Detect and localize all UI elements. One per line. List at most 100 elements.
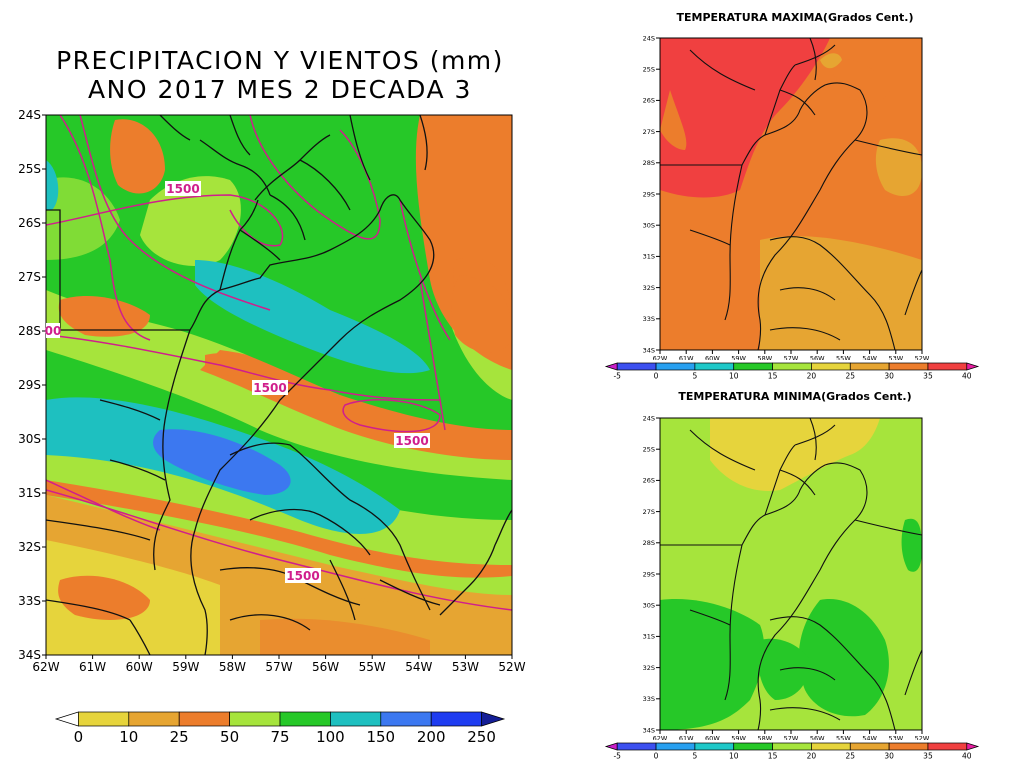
lat-tick-label: 26S (643, 97, 655, 105)
colorbar-segment (888, 742, 929, 751)
lon-tick-label: 56W (810, 735, 825, 741)
lat-tick-label: 33S (18, 594, 41, 608)
lat-tick-label: 27S (18, 270, 41, 284)
main-lon-axis: 62W 61W 60W 59W 58W 57W 56W 55W 54W 53W 52W (32, 655, 526, 674)
lat-tick-label: 26S (643, 477, 655, 485)
lon-tick-label: 57W (784, 735, 799, 741)
colorbar-label: 35 (923, 752, 933, 761)
lon-tick-label: 55W (836, 735, 851, 741)
colorbar-segment (811, 362, 851, 371)
contour-label: 1500 (253, 381, 286, 395)
tmax-map: 24S 25S 26S 27S 28S 29S 30S 31S 32S 33S 34S 62W 61W… (643, 34, 930, 361)
lat-tick-label: 24S (643, 414, 655, 422)
colorbar-label: 5 (692, 372, 697, 381)
lon-tick-label: 57W (784, 355, 799, 361)
colorbar-segment (849, 742, 890, 751)
lat-tick-label: 29S (18, 378, 41, 392)
colorbar-segment (966, 742, 980, 751)
tmin-boundaries (660, 418, 922, 730)
lat-tick-label: 28S (643, 539, 655, 547)
lon-tick-label: 54W (862, 355, 877, 361)
lon-tick-label: 61W (679, 735, 694, 741)
colorbar-label: 150 (366, 728, 395, 746)
tmin-colorbar: -5 0 5 10 15 20 25 30 35 40 (604, 742, 980, 761)
lon-tick-label: 55W (836, 355, 851, 361)
lon-tick-label: 58W (757, 355, 772, 361)
colorbar-segment (430, 711, 482, 727)
colorbar-segment (128, 711, 180, 727)
lon-tick-label: 52W (915, 355, 930, 361)
lat-tick-label: 29S (643, 570, 655, 578)
lon-tick-label: 60W (126, 660, 153, 674)
colorbar-segment (733, 742, 773, 751)
colorbar-segment (927, 742, 968, 751)
colorbar-segment (811, 742, 851, 751)
colorbar-label: 15 (768, 372, 778, 381)
lon-tick-label: 54W (862, 735, 877, 741)
colorbar-label: 10 (119, 728, 138, 746)
main-lat-axis: 24S 25S 26S 27S 28S 29S 30S 31S 32S 33S 34S (18, 108, 46, 662)
colorbar-label: 25 (170, 728, 189, 746)
colorbar-label: 30 (884, 372, 894, 381)
lon-tick-label: 62W (653, 735, 668, 741)
contour-lines (46, 115, 512, 611)
colorbar-label: 30 (884, 752, 894, 761)
lat-tick-label: 29S (643, 190, 655, 198)
colorbar-label: 0 (654, 752, 659, 761)
lat-tick-label: 30S (18, 432, 41, 446)
colorbar-segment (655, 742, 696, 751)
lon-tick-label: 58W (219, 660, 246, 674)
contour-label: 00 (45, 324, 62, 338)
colorbar-segment (604, 362, 618, 371)
colorbar-label: 5 (692, 752, 697, 761)
precipitation-colorbar: 0 10 25 50 75 100 150 200 250 (54, 711, 506, 746)
lat-tick-label: 24S (18, 108, 41, 122)
colorbar-label: -5 (613, 752, 621, 761)
lon-tick-label: 59W (172, 660, 199, 674)
tmax-map-title: TEMPERATURA MAXIMA(Grados Cent.) (676, 11, 914, 24)
lat-tick-label: 31S (643, 633, 655, 641)
colorbar-segment (655, 362, 696, 371)
colorbar-segment (616, 362, 657, 371)
colorbar-segment (481, 711, 506, 727)
colorbar-label: 10 (729, 752, 739, 761)
lat-tick-label: 28S (643, 159, 655, 167)
colorbar-segment (772, 362, 812, 371)
colorbar-segment (694, 742, 735, 751)
colorbar-segment (279, 711, 331, 727)
lat-tick-label: 33S (643, 695, 655, 703)
tmin-map-title: TEMPERATURA MINIMA(Grados Cent.) (678, 390, 912, 403)
colorbar-segment (330, 711, 382, 727)
colorbar-label: 40 (962, 372, 972, 381)
contour-label-group: 1500 1500 1500 1500 00 (45, 181, 430, 583)
lat-tick-label: 32S (643, 664, 655, 672)
colorbar-label: 15 (768, 752, 778, 761)
lat-tick-label: 30S (643, 601, 655, 609)
colorbar-label: 0 (654, 372, 659, 381)
lon-tick-label: 59W (731, 735, 746, 741)
lon-tick-label: 58W (757, 735, 772, 741)
colorbar-segment (849, 362, 890, 371)
colorbar-label: 0 (74, 728, 84, 746)
colorbar-segment (888, 362, 929, 371)
lat-tick-label: 30S (643, 221, 655, 229)
colorbar-segment (380, 711, 432, 727)
colorbar-label: 250 (467, 728, 496, 746)
lon-tick-label: 62W (32, 660, 59, 674)
colorbar-label: 100 (316, 728, 345, 746)
colorbar-segment (604, 742, 618, 751)
political-boundaries (46, 115, 512, 655)
lat-tick-label: 24S (643, 34, 655, 42)
lat-tick-label: 28S (18, 324, 41, 338)
lat-tick-label: 32S (18, 540, 41, 554)
colorbar-label: 50 (220, 728, 239, 746)
lat-tick-label: 34S (18, 648, 41, 662)
colorbar-label: 35 (923, 372, 933, 381)
colorbar-label: -5 (613, 372, 621, 381)
lon-tick-label: 55W (359, 660, 386, 674)
lon-tick-label: 60W (705, 355, 720, 361)
contour-label: 1500 (395, 434, 428, 448)
main-map-title-line1: PRECIPITACION Y VIENTOS (mm) (56, 46, 504, 75)
lon-tick-label: 53W (452, 660, 479, 674)
lat-tick-label: 33S (643, 315, 655, 323)
